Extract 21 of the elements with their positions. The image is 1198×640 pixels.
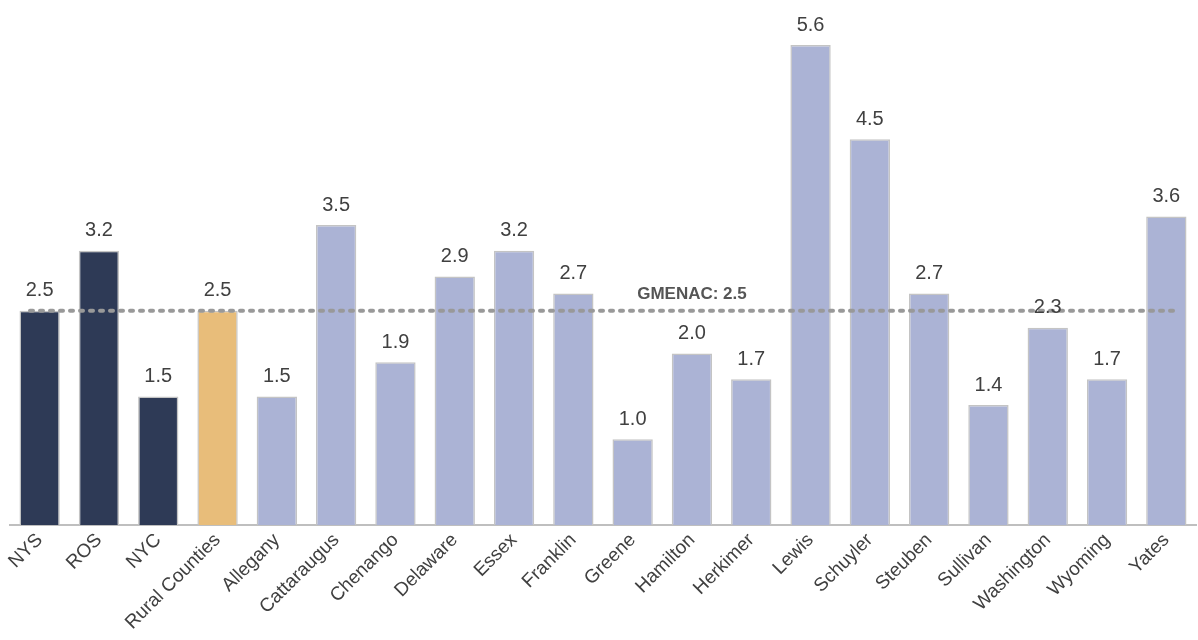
ref-line-label: GMENAC: 2.5 (637, 283, 747, 303)
data-label: 2.5 (25, 278, 54, 301)
data-label: 3.5 (322, 192, 351, 215)
data-label: 1.5 (144, 363, 173, 386)
data-label: 2.7 (559, 261, 588, 284)
data-label: 2.5 (203, 278, 232, 301)
data-label: 1.7 (1093, 346, 1121, 369)
data-label: 2.3 (1033, 295, 1062, 318)
data-label: 1.7 (737, 346, 766, 369)
data-label: 1.9 (381, 329, 410, 352)
data-label: 2.9 (440, 243, 469, 266)
data-label: 1.0 (618, 406, 647, 429)
data-label: 5.6 (796, 12, 825, 35)
data-label: 3.2 (85, 218, 113, 241)
data-label: 3.6 (1152, 183, 1181, 206)
data-label: 2.0 (678, 321, 706, 344)
data-label: 2.7 (915, 261, 944, 284)
data-label: 3.2 (500, 218, 528, 241)
data-label: 1.5 (262, 363, 291, 386)
data-label: 1.4 (974, 372, 1003, 395)
data-label: 4.5 (855, 106, 884, 129)
